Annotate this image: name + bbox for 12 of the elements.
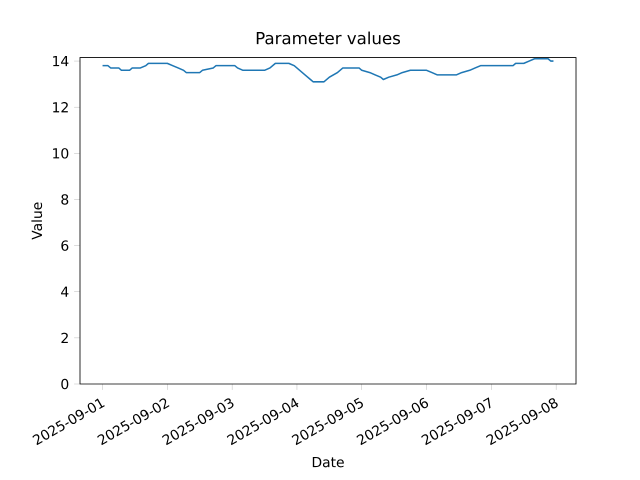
y-tick-label: 0 [61, 378, 68, 390]
y-tick-label: 14 [53, 56, 68, 66]
y-tick-label: 8 [61, 194, 68, 205]
line-series [102, 58, 554, 83]
y-axis-title: Value [31, 202, 42, 240]
y-tick-label: 2 [61, 332, 68, 343]
y-tick-label: 6 [61, 240, 68, 251]
y-tick-label: 12 [53, 102, 68, 112]
chart-title: Parameter values [256, 32, 400, 44]
y-tick-label: 4 [61, 286, 68, 297]
y-tick-label: 10 [53, 148, 68, 159]
x-axis-title: Date [312, 457, 344, 468]
